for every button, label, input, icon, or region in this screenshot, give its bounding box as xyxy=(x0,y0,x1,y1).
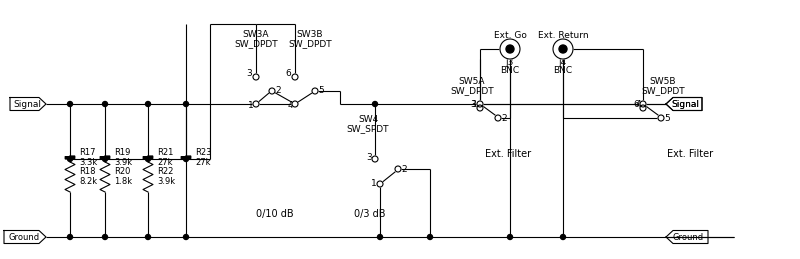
Circle shape xyxy=(67,234,73,240)
Text: SW5B: SW5B xyxy=(650,76,676,85)
Circle shape xyxy=(378,234,382,240)
Circle shape xyxy=(146,234,150,240)
Circle shape xyxy=(477,101,483,107)
Circle shape xyxy=(102,102,107,106)
Circle shape xyxy=(500,39,520,59)
Circle shape xyxy=(427,234,433,240)
Circle shape xyxy=(67,156,73,162)
Text: 0/10 dB: 0/10 dB xyxy=(256,209,294,219)
Circle shape xyxy=(292,101,298,107)
Text: 3: 3 xyxy=(246,68,252,77)
Circle shape xyxy=(183,102,189,106)
Text: 1.8k: 1.8k xyxy=(114,177,132,186)
Circle shape xyxy=(506,45,514,53)
Text: 27k: 27k xyxy=(195,158,210,167)
Text: 1: 1 xyxy=(472,99,478,109)
Circle shape xyxy=(640,105,646,111)
Text: Ground: Ground xyxy=(673,233,703,241)
Text: SW3A: SW3A xyxy=(242,30,270,39)
Text: 27k: 27k xyxy=(157,158,173,167)
Circle shape xyxy=(640,101,646,107)
Circle shape xyxy=(477,105,483,111)
Text: J4: J4 xyxy=(559,57,567,67)
Text: SW_DPDT: SW_DPDT xyxy=(641,87,685,96)
Text: 0/3 dB: 0/3 dB xyxy=(354,209,386,219)
Text: Signal: Signal xyxy=(671,99,699,109)
Text: Signal: Signal xyxy=(671,99,699,109)
Text: Ext. Return: Ext. Return xyxy=(538,31,588,40)
Text: 6: 6 xyxy=(634,99,639,109)
Text: BNC: BNC xyxy=(501,66,519,75)
Text: R19: R19 xyxy=(114,148,130,157)
Circle shape xyxy=(495,115,501,121)
Text: R22: R22 xyxy=(157,168,174,176)
Text: Signal: Signal xyxy=(13,99,41,109)
Text: 3.9k: 3.9k xyxy=(114,158,132,167)
Text: 3.3k: 3.3k xyxy=(79,158,98,167)
Text: SW_DPDT: SW_DPDT xyxy=(288,40,332,48)
Circle shape xyxy=(372,156,378,162)
Text: J3: J3 xyxy=(506,57,514,67)
Text: R20: R20 xyxy=(114,168,130,176)
Circle shape xyxy=(269,88,275,94)
Text: R21: R21 xyxy=(157,148,174,157)
Text: Ext. Filter: Ext. Filter xyxy=(485,149,531,159)
Circle shape xyxy=(183,234,189,240)
Text: 1: 1 xyxy=(248,100,254,110)
Text: SW_SPDT: SW_SPDT xyxy=(346,125,390,133)
Text: Ext. Go: Ext. Go xyxy=(494,31,526,40)
Text: 2: 2 xyxy=(401,164,406,174)
Circle shape xyxy=(146,156,150,162)
Text: SW5A: SW5A xyxy=(458,76,486,85)
Text: 1: 1 xyxy=(371,179,377,189)
Text: SW3B: SW3B xyxy=(297,30,323,39)
Text: R23: R23 xyxy=(195,148,211,157)
Circle shape xyxy=(561,234,566,240)
Text: 4: 4 xyxy=(287,100,293,110)
Text: 3: 3 xyxy=(470,99,476,109)
Text: 5: 5 xyxy=(664,113,670,123)
Text: 2: 2 xyxy=(275,85,281,95)
Circle shape xyxy=(377,181,383,187)
Text: Ext. Filter: Ext. Filter xyxy=(667,149,713,159)
Text: SW4: SW4 xyxy=(358,114,378,124)
Text: 3: 3 xyxy=(366,153,372,162)
Circle shape xyxy=(395,166,401,172)
Text: 2: 2 xyxy=(501,113,506,123)
Text: SW_DPDT: SW_DPDT xyxy=(450,87,494,96)
Text: BNC: BNC xyxy=(554,66,573,75)
Circle shape xyxy=(253,101,259,107)
Circle shape xyxy=(102,156,107,162)
Text: SW_DPDT: SW_DPDT xyxy=(234,40,278,48)
Circle shape xyxy=(507,234,513,240)
Circle shape xyxy=(553,39,573,59)
Text: 5: 5 xyxy=(318,85,324,95)
Circle shape xyxy=(183,156,189,162)
Circle shape xyxy=(292,74,298,80)
Text: 4: 4 xyxy=(635,99,641,109)
Circle shape xyxy=(253,74,259,80)
Text: 6: 6 xyxy=(286,68,291,77)
Circle shape xyxy=(146,102,150,106)
Text: Ground: Ground xyxy=(9,233,39,241)
Circle shape xyxy=(312,88,318,94)
Text: R18: R18 xyxy=(79,168,95,176)
Circle shape xyxy=(658,115,664,121)
Circle shape xyxy=(373,102,378,106)
Text: 3.9k: 3.9k xyxy=(157,177,175,186)
Circle shape xyxy=(102,234,107,240)
Text: 8.2k: 8.2k xyxy=(79,177,97,186)
Circle shape xyxy=(67,102,73,106)
Circle shape xyxy=(559,45,567,53)
Text: R17: R17 xyxy=(79,148,95,157)
